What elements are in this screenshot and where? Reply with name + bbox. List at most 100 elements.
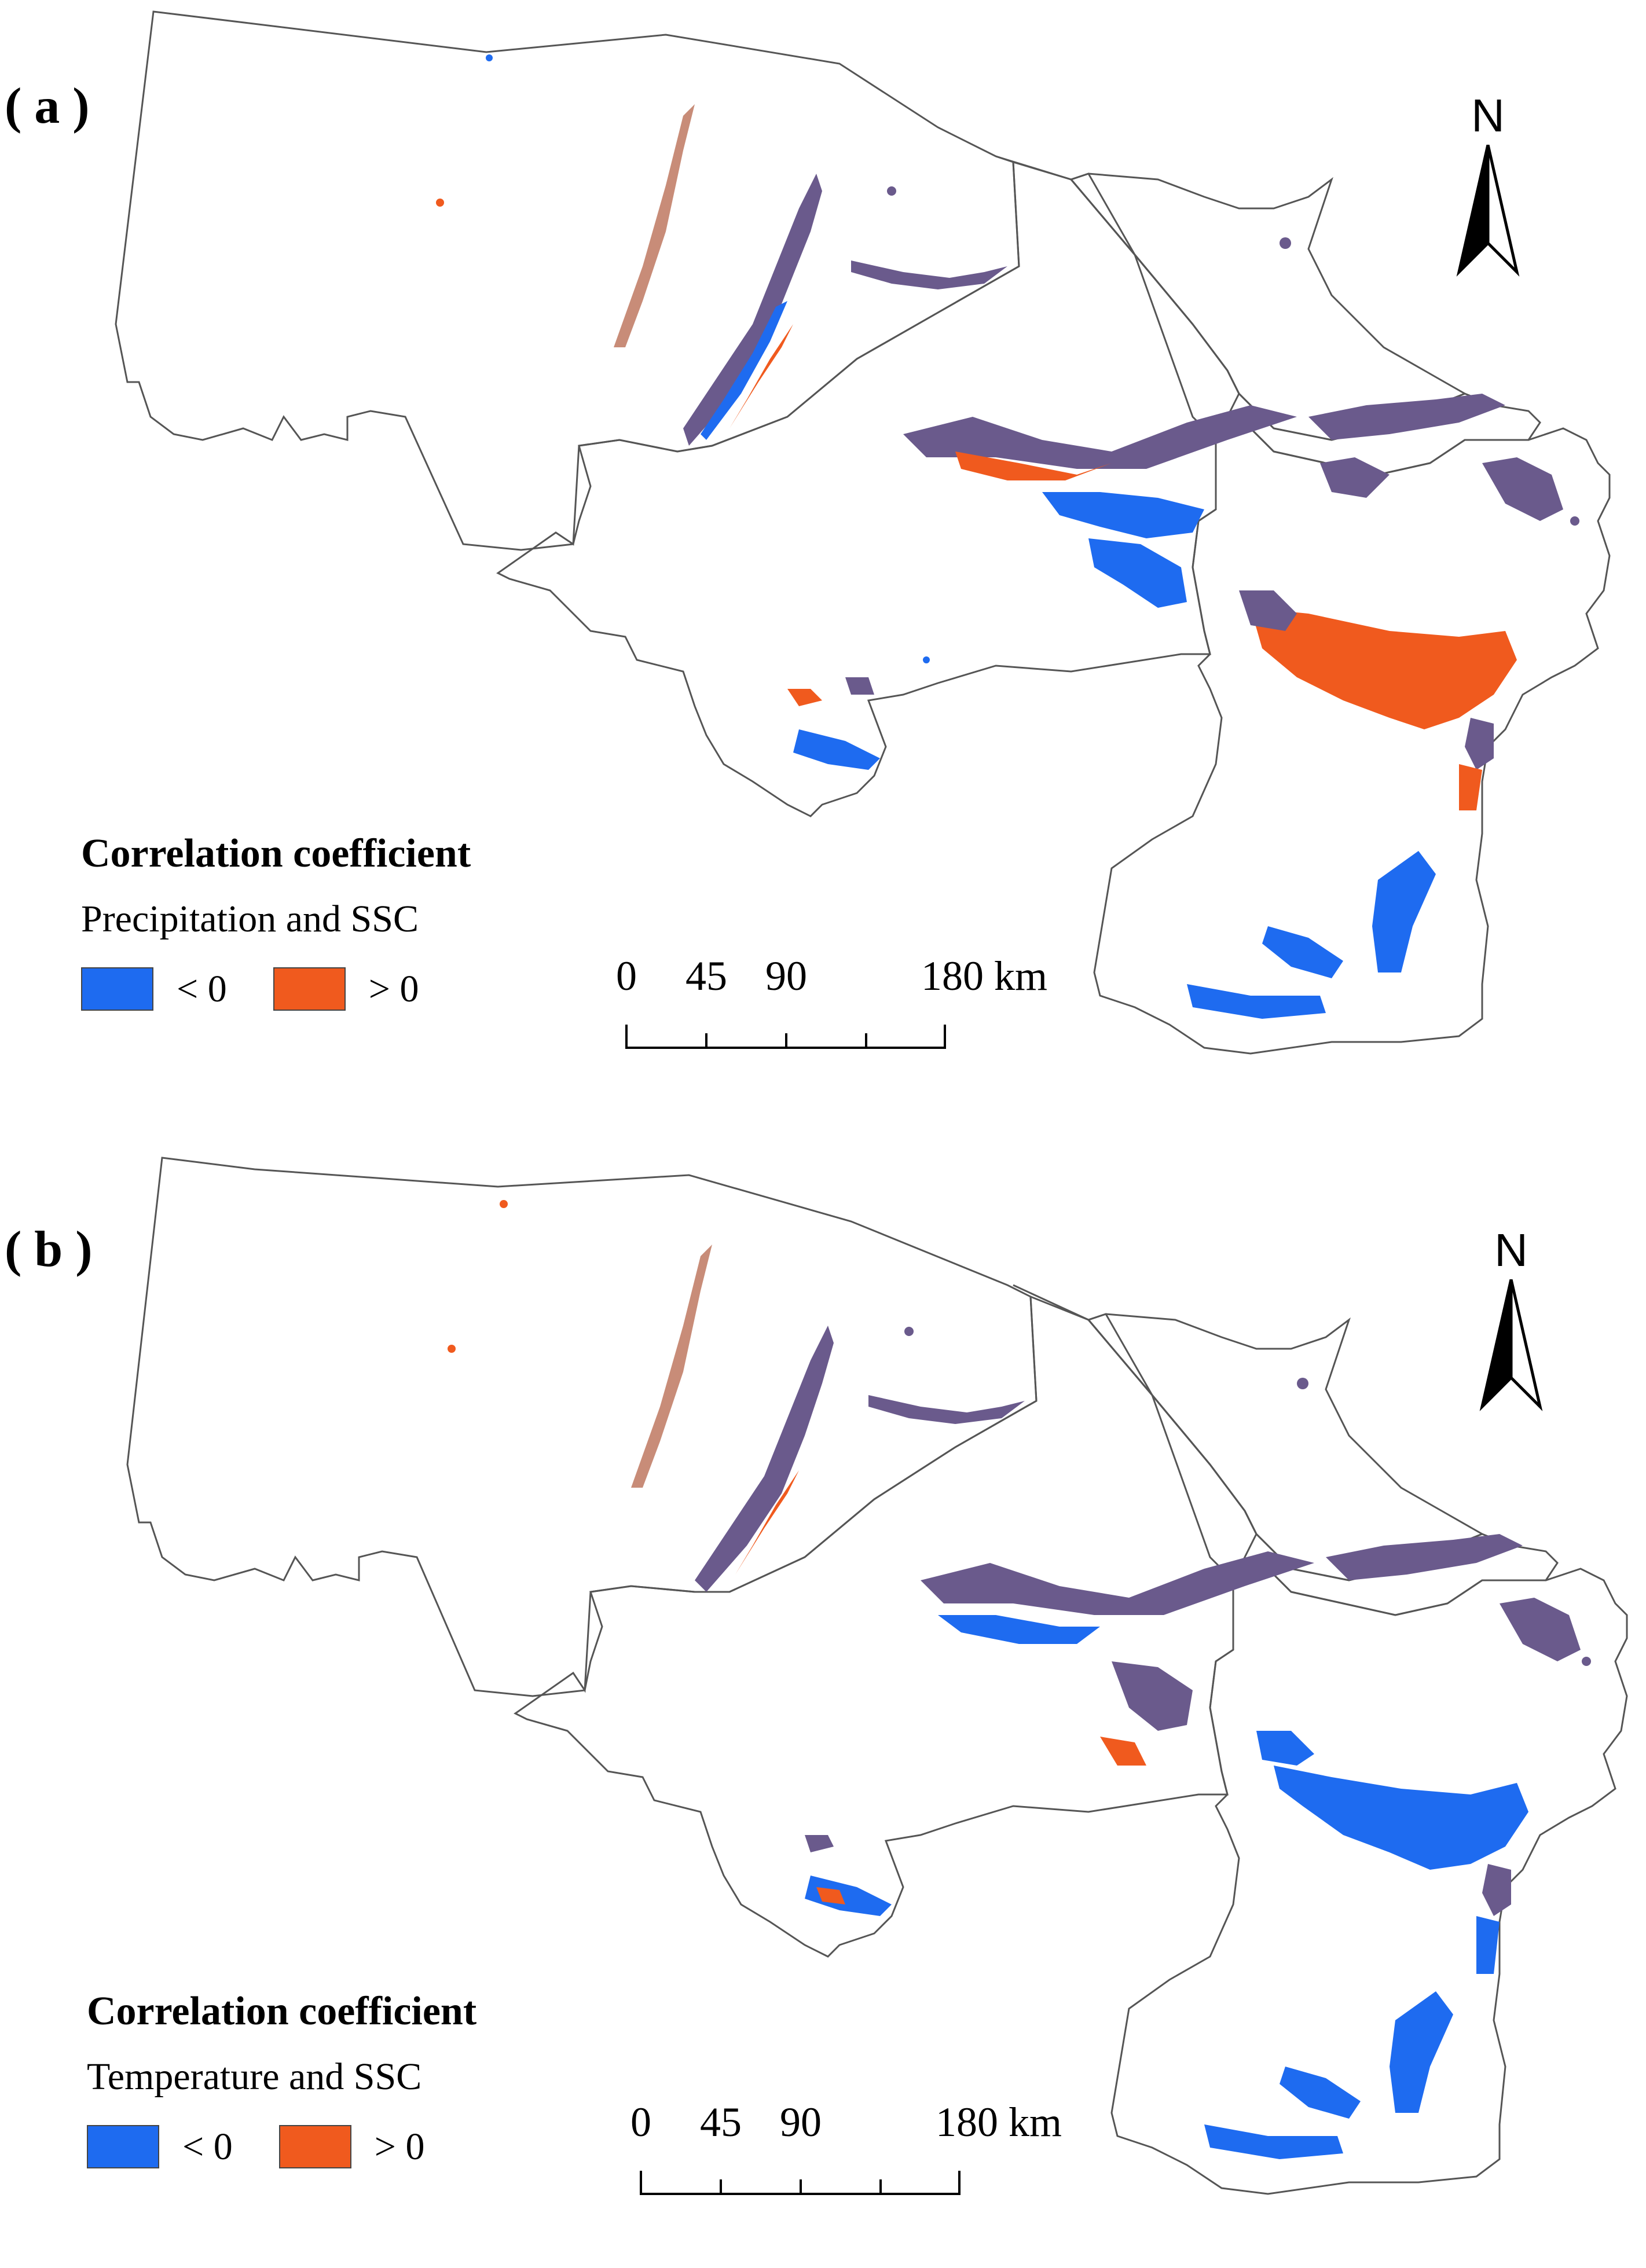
patch bbox=[701, 301, 787, 440]
patch bbox=[921, 1551, 1314, 1615]
patch bbox=[1308, 394, 1505, 440]
patch bbox=[614, 104, 695, 347]
map-panel-a: ( a ) N Correlation coefficient Precipit… bbox=[0, 0, 1646, 1116]
scale-tick-90: 90 bbox=[780, 2099, 822, 2145]
legend-label-positive: > 0 bbox=[368, 967, 419, 1010]
boundary-central bbox=[514, 1295, 1258, 1958]
scale-tick-180: 180 km bbox=[935, 2099, 1062, 2145]
correlation-patches bbox=[448, 1200, 1591, 2159]
north-arrow: N bbox=[1459, 1227, 1563, 1418]
north-letter: N bbox=[1494, 1224, 1528, 1276]
patch bbox=[1482, 457, 1563, 521]
legend-item-positive: > 0 bbox=[278, 2125, 425, 2168]
patch bbox=[868, 1395, 1025, 1424]
legend-title: Correlation coefficient bbox=[81, 831, 471, 876]
patch bbox=[1100, 1737, 1146, 1766]
legend-swatch-negative bbox=[87, 2125, 159, 2168]
legend-item-positive: > 0 bbox=[273, 967, 419, 1011]
patch bbox=[1570, 516, 1579, 526]
patch bbox=[1320, 457, 1390, 498]
scale-tick-180: 180 km bbox=[921, 953, 1048, 999]
patch bbox=[793, 729, 880, 770]
boundary-central bbox=[496, 160, 1240, 817]
legend-items: < 0 > 0 bbox=[81, 967, 602, 1011]
patch bbox=[904, 1327, 914, 1336]
patch bbox=[1274, 1766, 1528, 1870]
patch bbox=[1239, 590, 1297, 631]
patch bbox=[1482, 1864, 1511, 1916]
patch bbox=[448, 1345, 456, 1353]
scale-tick-0: 0 bbox=[616, 953, 637, 999]
patch bbox=[735, 1470, 799, 1575]
legend-label-negative: < 0 bbox=[177, 967, 227, 1010]
legend-label-negative: < 0 bbox=[182, 2125, 233, 2168]
patch bbox=[436, 199, 444, 207]
patch bbox=[695, 1326, 834, 1592]
legend-item-negative: < 0 bbox=[87, 2125, 233, 2168]
patch bbox=[1459, 764, 1482, 810]
region-boundaries bbox=[115, 10, 1611, 1055]
legend-title: Correlation coefficient bbox=[87, 1989, 477, 2034]
boundary-southeast bbox=[1093, 415, 1611, 1055]
north-arrow-icon bbox=[1456, 145, 1520, 277]
patch bbox=[486, 54, 493, 61]
scale-tick-45: 45 bbox=[685, 953, 727, 999]
legend-swatch-negative bbox=[81, 967, 153, 1011]
north-arrow-icon bbox=[1479, 1279, 1543, 1411]
scale-tick-45: 45 bbox=[700, 2099, 742, 2145]
correlation-patches bbox=[436, 54, 1579, 1019]
patch bbox=[816, 1887, 845, 1904]
patch bbox=[729, 324, 793, 428]
patch bbox=[1465, 718, 1494, 770]
legend-subtitle: Precipitation and SSC bbox=[81, 898, 419, 940]
patch bbox=[1582, 1657, 1591, 1666]
patch bbox=[845, 677, 874, 695]
map-panel-b: ( b ) N Correlation coefficient Temperat… bbox=[0, 1152, 1646, 2268]
map-a bbox=[115, 10, 1611, 1055]
patch bbox=[887, 186, 896, 196]
patch bbox=[1088, 538, 1187, 608]
patch bbox=[1476, 1916, 1500, 1974]
patch bbox=[1500, 1598, 1581, 1661]
patch bbox=[1187, 984, 1326, 1019]
patch bbox=[787, 689, 822, 706]
boundary-northwest bbox=[126, 1157, 1038, 1697]
scale-bar: 0 45 90 180 km bbox=[628, 2095, 1103, 2200]
boundary-southeast bbox=[1110, 1555, 1628, 2195]
legend-swatch-positive bbox=[278, 2125, 351, 2168]
patch bbox=[1112, 1661, 1193, 1731]
legend-items: < 0 > 0 bbox=[87, 2125, 608, 2168]
legend-swatch-positive bbox=[273, 967, 346, 1011]
patch bbox=[851, 260, 1007, 289]
north-letter: N bbox=[1471, 90, 1505, 141]
patch bbox=[1372, 851, 1436, 972]
boundary-east bbox=[1087, 1313, 1484, 1581]
patch bbox=[1042, 492, 1204, 538]
patch bbox=[1280, 2067, 1361, 2119]
legend-item-negative: < 0 bbox=[81, 967, 227, 1011]
patch bbox=[1256, 1731, 1314, 1766]
scale-bar: 0 45 90 180 km bbox=[614, 949, 1088, 1054]
patch bbox=[938, 1615, 1100, 1644]
patch bbox=[631, 1245, 712, 1488]
legend-label-positive: > 0 bbox=[374, 2125, 425, 2168]
panel-label: ( b ) bbox=[5, 1221, 93, 1278]
scale-bar-graphic bbox=[625, 1025, 946, 1049]
boundary-east bbox=[1069, 173, 1467, 441]
scale-tick-90: 90 bbox=[765, 953, 807, 999]
patch bbox=[500, 1200, 508, 1208]
patch bbox=[805, 1876, 892, 1916]
patch bbox=[683, 174, 822, 446]
patch bbox=[1204, 2124, 1343, 2159]
scale-tick-0: 0 bbox=[630, 2099, 651, 2145]
patch bbox=[805, 1835, 834, 1852]
patch bbox=[1326, 1534, 1523, 1580]
north-arrow: N bbox=[1436, 93, 1540, 284]
scale-bar-graphic bbox=[640, 2171, 961, 2195]
panel-label: ( a ) bbox=[5, 78, 90, 134]
patch bbox=[1390, 1991, 1453, 2113]
region-boundaries bbox=[126, 1157, 1628, 2195]
patch bbox=[1280, 237, 1291, 249]
patch bbox=[1251, 608, 1517, 729]
legend: Correlation coefficient Precipitation an… bbox=[81, 834, 602, 1011]
